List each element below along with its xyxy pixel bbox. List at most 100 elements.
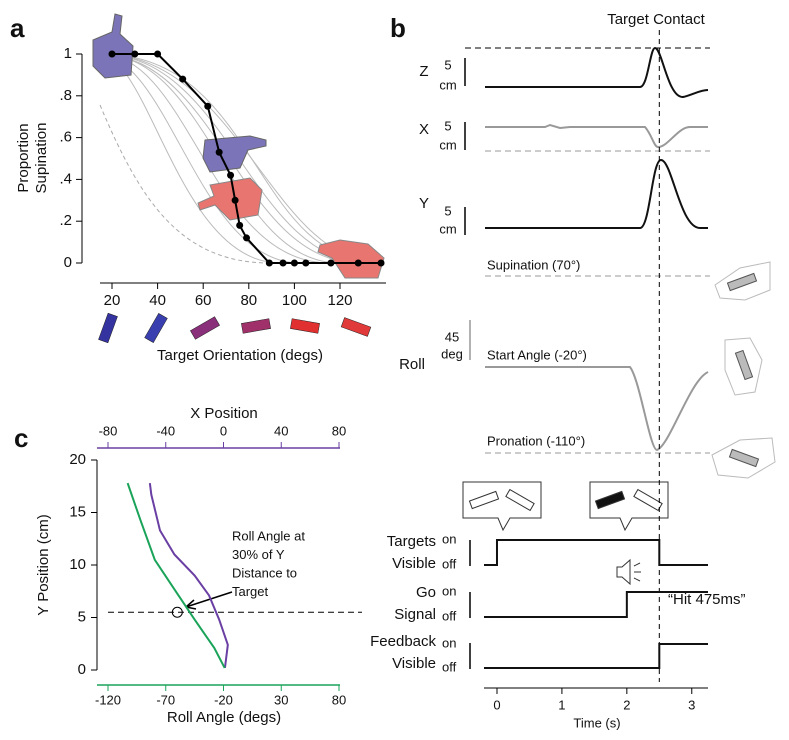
data-point (236, 221, 244, 229)
signal-name: Visible (392, 655, 436, 672)
signal-name: Signal (394, 606, 436, 623)
panel-letter: a (10, 13, 25, 43)
trace-name: Roll (399, 356, 425, 373)
trace (148, 482, 229, 669)
data-point (154, 50, 162, 58)
data-point (179, 75, 187, 83)
x-label: Target Orientation (degs) (157, 347, 323, 364)
signal-step (484, 643, 708, 669)
y-tick-label: 0 (64, 254, 72, 271)
signal-name: Visible (392, 555, 436, 572)
y-tick-label: 10 (69, 556, 86, 573)
data-point (131, 50, 139, 58)
state-label: off (442, 556, 457, 571)
x-tick-label: 20 (104, 292, 121, 309)
data-point (290, 259, 298, 267)
scale-value: 5 (444, 118, 451, 133)
annotation: 30% of Y (232, 547, 285, 562)
y-tick-label: .6 (59, 129, 72, 146)
orientation-bars (98, 312, 372, 344)
annotation: Target (232, 584, 269, 599)
scale-unit: deg (441, 346, 463, 361)
state-label: off (442, 659, 457, 674)
x-tick-label: 40 (149, 292, 166, 309)
scale-value: 5 (444, 57, 451, 72)
x-tick-label: 0 (493, 697, 500, 712)
x-label: Roll Angle (degs) (167, 709, 281, 726)
trace-name: Z (419, 63, 428, 80)
data-point (327, 259, 335, 267)
y-tick-label: 15 (69, 503, 86, 520)
x-label: Time (s) (573, 715, 620, 730)
signal-step (484, 539, 708, 566)
y-tick-label: .2 (59, 212, 72, 229)
x2-tick-label: -40 (156, 423, 175, 438)
state-label: on (442, 531, 456, 546)
x-tick-label: -20 (214, 692, 233, 707)
x2-tick-label: 40 (274, 423, 288, 438)
y-label: Proportion (15, 123, 32, 192)
x2-tick-label: 80 (332, 423, 346, 438)
signal-name: Targets (387, 533, 436, 550)
speech-bubbles (462, 481, 669, 532)
trace (126, 482, 226, 669)
data-point (108, 50, 116, 58)
y-trace (485, 158, 708, 229)
x-trace (485, 123, 708, 149)
scale-value: 5 (444, 203, 451, 218)
x-tick-label: 60 (195, 292, 212, 309)
data-point (215, 148, 223, 156)
x-tick-label: 1 (558, 697, 565, 712)
reference-label: Pronation (-110°) (487, 433, 585, 448)
y-tick-label: 20 (69, 451, 86, 468)
x-tick-label: -70 (156, 692, 175, 707)
roll-trace (485, 366, 709, 452)
x-tick-label: 100 (282, 292, 307, 309)
y-tick-label: .4 (59, 170, 72, 187)
dashed-curve (99, 104, 271, 264)
panel-letter: b (390, 13, 406, 43)
reference-label: Supination (70°) (487, 257, 580, 272)
data-point (265, 259, 273, 267)
z-trace (485, 46, 709, 99)
speaker-icon (616, 558, 641, 586)
x2-label: X Position (190, 405, 258, 422)
data-point (302, 259, 310, 267)
x-tick-label: 80 (240, 292, 257, 309)
x2-tick-label: -80 (99, 423, 118, 438)
y-tick-label: 0 (78, 661, 86, 678)
panel-letter: c (14, 423, 28, 453)
scale-unit: cm (439, 221, 456, 236)
hand-icons (92, 13, 385, 279)
signal-step (484, 591, 708, 618)
arrow (185, 591, 233, 610)
data-point (354, 259, 362, 267)
x-tick-label: -120 (95, 692, 121, 707)
annotation: Target Contact (607, 11, 705, 28)
data-point (243, 234, 251, 242)
scale-unit: cm (439, 137, 456, 152)
marker (171, 606, 183, 618)
x-tick-label: 30 (274, 692, 288, 707)
scale-bars (464, 58, 471, 669)
state-label: on (442, 583, 456, 598)
signal-name: Feedback (370, 633, 436, 650)
x2-tick-label: 0 (220, 423, 227, 438)
trace-name: X (419, 121, 429, 138)
reference-label: Start Angle (-20°) (487, 347, 587, 362)
annotation: Distance to (232, 565, 297, 580)
scale-unit: cm (439, 77, 456, 92)
data-point (279, 259, 287, 267)
feedback-text: “Hit 475ms” (668, 591, 746, 608)
y-tick-label: 1 (64, 45, 72, 62)
annotation: Roll Angle at (232, 528, 305, 543)
state-label: on (442, 635, 456, 650)
data-point (231, 196, 239, 204)
y-label: Supination (33, 123, 50, 194)
y-label: Y Position (cm) (35, 514, 52, 615)
data-point (227, 171, 235, 179)
fit-line (112, 53, 382, 264)
hand-icons-b (711, 261, 776, 479)
state-label: off (442, 608, 457, 623)
